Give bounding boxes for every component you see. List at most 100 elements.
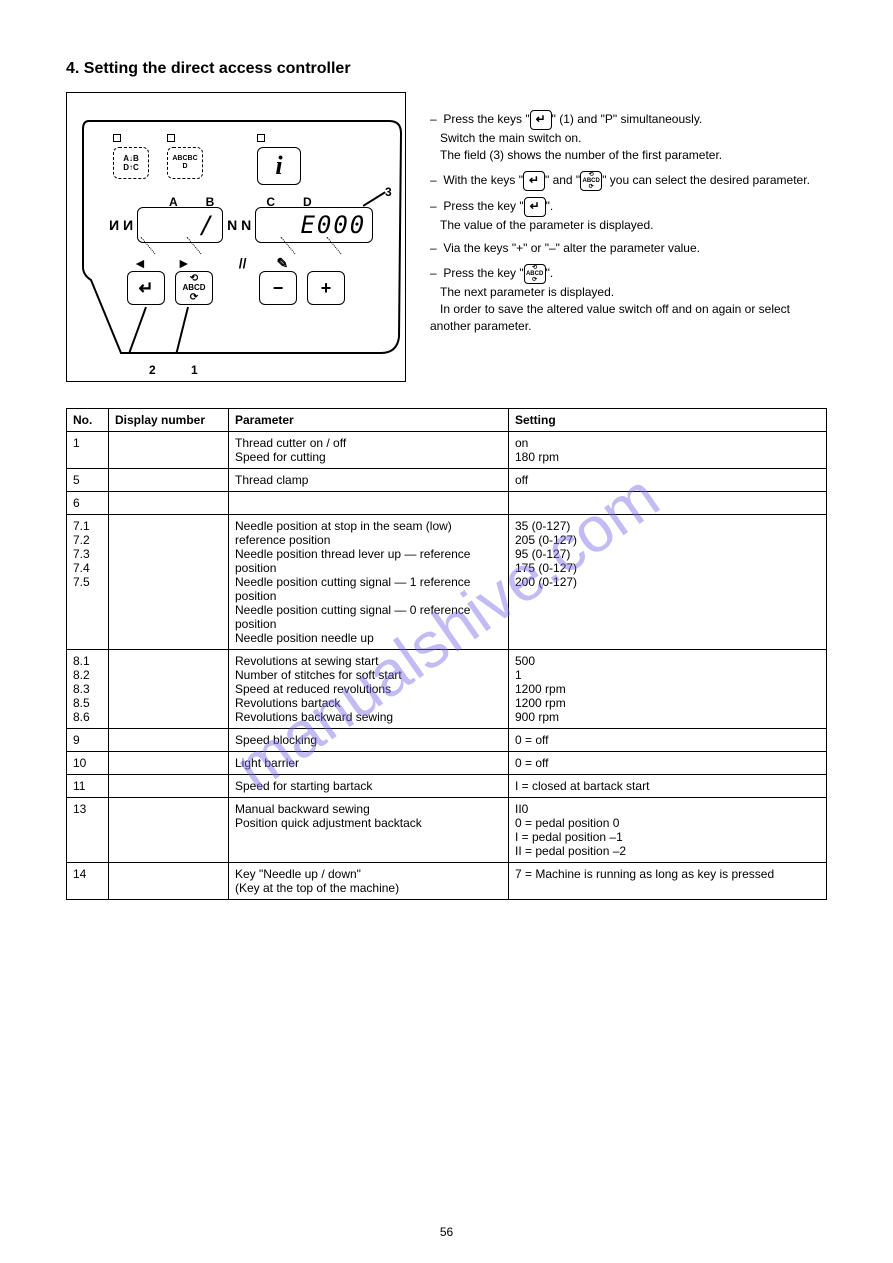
table-cell: 8.1 8.2 8.3 8.5 8.6 [67,650,109,729]
table-cell: 14 [67,863,109,900]
pencil-icon: ✎ [277,255,289,272]
table-row: 1 Thread cutter on / off Speed for cuttin… [67,432,827,469]
abcd-icon-inline-2: ⟲ABCD⟳ [524,264,546,284]
abcd-label: ABCD [182,284,205,292]
table-cell: I = closed at bartack start [509,775,827,798]
lcd-left: / [137,207,223,243]
table-cell: 6 [67,492,109,515]
nn-left: N N [109,219,133,231]
table-cell: 0 = off [509,729,827,752]
callout-1: 1 [191,363,198,377]
table-row: 9 Speed blocking0 = off [67,729,827,752]
table-cell: Manual backward sewing Position quick ad… [229,798,509,863]
table-row: 5Thread clampoff [67,469,827,492]
table-row: 13 Manual backward sewing Position quick … [67,798,827,863]
table-row: 7.1 7.2 7.3 7.4 7.5 Needle position at st… [67,515,827,650]
instr-3a: Press the key " [443,199,523,213]
enter-key: ↵ [127,271,165,305]
stitch-mode-2: ABCBC D [167,133,203,179]
table-cell [229,492,509,515]
table-row: 6 [67,492,827,515]
page-number: 56 [440,1225,453,1239]
table-cell: Thread cutter on / off Speed for cutting [229,432,509,469]
top-icons-row: A↓B D↑C ABCBC D i [113,133,301,185]
table-cell: 10 [67,752,109,775]
table-cell: 13 [67,798,109,863]
minus-key: − [259,271,297,305]
table-cell: Revolutions at sewing start Number of st… [229,650,509,729]
table-cell: on 180 rpm [509,432,827,469]
led-1 [113,134,121,142]
right-arrow-icon: ► [177,255,191,272]
instr-2b: " and " [545,173,580,187]
table-cell: 11 [67,775,109,798]
table-cell [109,469,229,492]
lcd-row: N N / N N E000 [109,207,373,243]
instr-4: Via the keys "+" or "–" alter the parame… [443,241,700,255]
info-key: i [257,133,301,185]
callout-2: 2 [149,363,156,377]
table-row: 14 Key "Needle up / down" (Key at the top… [67,863,827,900]
abcd-key: ⟲ ABCD ⟳ [175,271,213,305]
rotate-down-icon: ⟳ [190,292,198,303]
instr-5a: Press the key " [443,266,523,280]
instr-2a: With the keys " [443,173,523,187]
table-row: 10Light barrier0 = off [67,752,827,775]
table-cell: 9 [67,729,109,752]
table-cell: Speed blocking [229,729,509,752]
instr-2c: " you can select the desired parameter. [602,173,810,187]
instr-1a: Press the keys " [443,112,529,126]
table-cell [109,798,229,863]
th-no: No. [67,409,109,432]
instr-5c: The next parameter is displayed. [440,285,614,299]
enter-icon: ↵ [138,278,153,299]
instructions-text: – Press the keys "↵" (1) and "P" simulta… [430,110,828,342]
table-cell [109,492,229,515]
bottom-keys: ↵ ⟲ ABCD ⟳ − + [127,271,345,305]
table-cell: 5 [67,469,109,492]
table-cell: 7 = Machine is running as long as key is… [509,863,827,900]
led-3 [257,134,265,142]
stitch2-bot: D [182,163,187,171]
info-icon: i [275,151,282,181]
instr-1d: The field (3) shows the number of the fi… [440,148,722,162]
table-cell [109,752,229,775]
table-cell: 35 (0-127) 205 (0-127) 95 (0-127) 175 (0… [509,515,827,650]
control-panel-diagram: A↓B D↑C ABCBC D i A B C D N N / N N E000… [66,92,406,382]
parameter-table: No. Display number Parameter Setting 1Th… [66,408,827,900]
table-cell [109,515,229,650]
nn-mid: N N [227,219,251,231]
table-cell: 1 [67,432,109,469]
instr-5b: ". [546,266,554,280]
callout-3: 3 [385,185,392,199]
instr-1c: Switch the main switch on. [440,131,581,145]
table-cell: II0 0 = pedal position 0 I = pedal posit… [509,798,827,863]
table-cell: Key "Needle up / down" (Key at the top o… [229,863,509,900]
symbol-row: ◄ ► // ✎ [133,255,288,272]
instr-5d: In order to save the altered value switc… [430,302,790,333]
enter-icon-inline: ↵ [530,110,552,130]
table-cell [109,775,229,798]
table-cell: Speed for starting bartack [229,775,509,798]
th-set: Setting [509,409,827,432]
minus-icon: − [273,278,284,299]
table-cell [109,432,229,469]
lcd-right: E000 [255,207,373,243]
enter-icon-inline-2: ↵ [523,171,545,191]
table-cell: off [509,469,827,492]
table-cell: 7.1 7.2 7.3 7.4 7.5 [67,515,109,650]
led-2 [167,134,175,142]
plus-icon: + [321,278,332,299]
abcd-icon-inline: ⟲ABCD⟳ [580,171,602,191]
instr-3b: ". [546,199,554,213]
table-row: 11 Speed for starting bartackI = closed a… [67,775,827,798]
table-cell: Light barrier [229,752,509,775]
instr-1b: " (1) and "P" simultaneously. [552,112,703,126]
table-cell: Needle position at stop in the seam (low… [229,515,509,650]
stitch-mode-1: A↓B D↑C [113,133,149,179]
table-cell [509,492,827,515]
table-cell [109,650,229,729]
slash-icon: // [239,255,247,272]
table-cell: 500 1 1200 rpm 1200 rpm 900 rpm [509,650,827,729]
table-row: 8.1 8.2 8.3 8.5 8.6 Revolutions at sewing… [67,650,827,729]
